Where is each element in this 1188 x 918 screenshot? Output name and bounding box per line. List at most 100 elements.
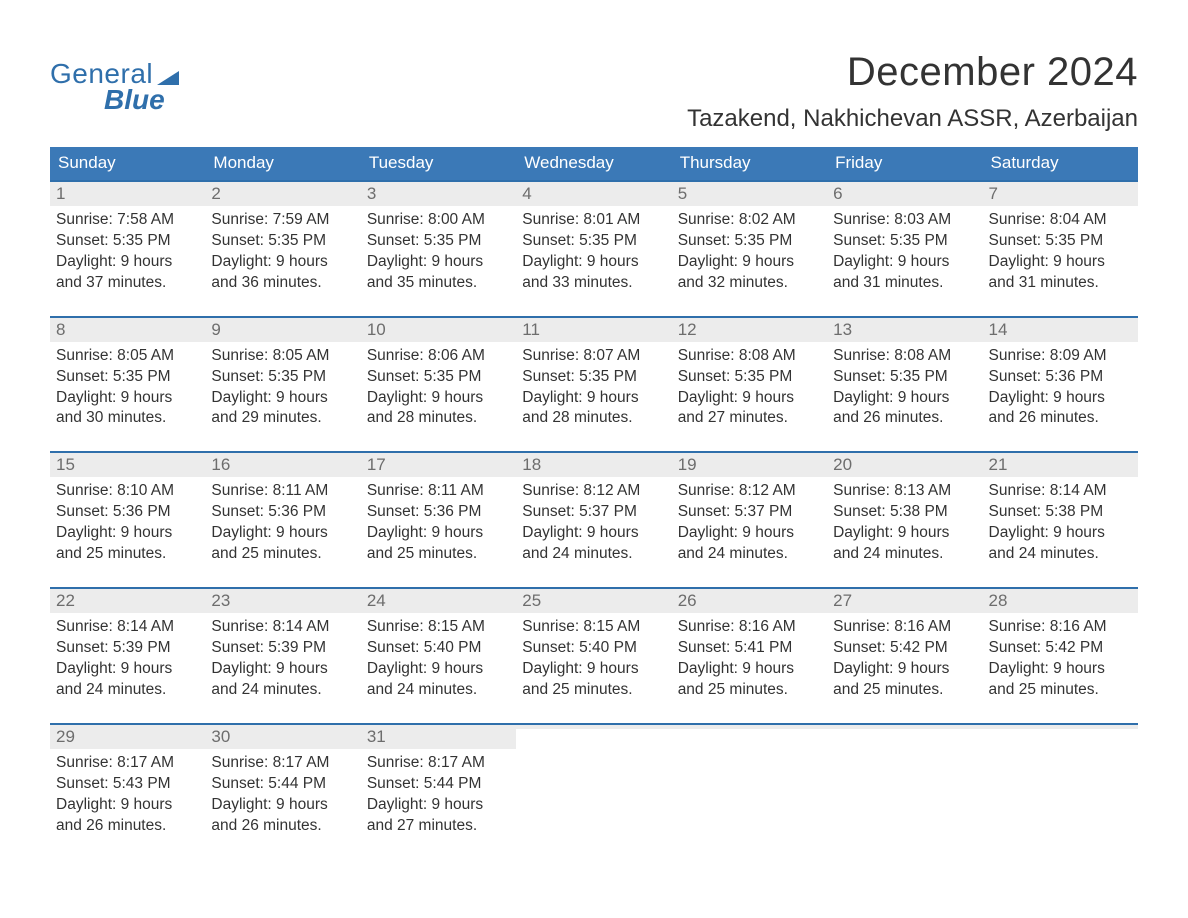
day-number-row: 6 [827,182,982,206]
day-sunrise: Sunrise: 8:00 AM [367,210,510,231]
day-day1: Daylight: 9 hours [367,659,510,680]
location: Tazakend, Nakhichevan ASSR, Azerbaijan [687,105,1138,133]
day-number: 24 [361,589,516,613]
day-body: Sunrise: 8:00 AMSunset: 5:35 PMDaylight:… [361,206,516,298]
day-day1: Daylight: 9 hours [522,252,665,273]
day-day1: Daylight: 9 hours [367,388,510,409]
day-number-row: 27 [827,589,982,613]
day-sunset: Sunset: 5:35 PM [522,231,665,252]
day-sunset: Sunset: 5:40 PM [522,638,665,659]
calendar: SundayMondayTuesdayWednesdayThursdayFrid… [50,147,1138,840]
day-day1: Daylight: 9 hours [367,795,510,816]
day-cell: 20Sunrise: 8:13 AMSunset: 5:38 PMDayligh… [827,453,982,569]
day-sunrise: Sunrise: 8:06 AM [367,346,510,367]
day-number: 13 [827,318,982,342]
day-cell: 13Sunrise: 8:08 AMSunset: 5:35 PMDayligh… [827,318,982,434]
day-day2: and 26 minutes. [211,816,354,837]
day-number-row: 2 [205,182,360,206]
header: General Blue December 2024 Tazakend, Nak… [50,50,1138,133]
day-sunrise: Sunrise: 7:58 AM [56,210,199,231]
day-day1: Daylight: 9 hours [678,659,821,680]
day-sunrise: Sunrise: 8:12 AM [678,481,821,502]
weekday-header: Saturday [983,147,1138,180]
day-sunset: Sunset: 5:38 PM [989,502,1132,523]
day-body: Sunrise: 8:02 AMSunset: 5:35 PMDaylight:… [672,206,827,298]
day-cell: 1Sunrise: 7:58 AMSunset: 5:35 PMDaylight… [50,182,205,298]
day-day2: and 24 minutes. [522,544,665,565]
day-number-row [516,725,671,729]
day-body: Sunrise: 8:17 AMSunset: 5:43 PMDaylight:… [50,749,205,841]
day-sunrise: Sunrise: 8:16 AM [678,617,821,638]
day-cell: 23Sunrise: 8:14 AMSunset: 5:39 PMDayligh… [205,589,360,705]
day-day2: and 31 minutes. [833,273,976,294]
day-number-row: 8 [50,318,205,342]
day-sunset: Sunset: 5:35 PM [367,231,510,252]
day-day2: and 25 minutes. [678,680,821,701]
day-sunset: Sunset: 5:35 PM [833,231,976,252]
day-number-row: 1 [50,182,205,206]
day-sunrise: Sunrise: 8:02 AM [678,210,821,231]
day-body: Sunrise: 8:11 AMSunset: 5:36 PMDaylight:… [361,477,516,569]
day-cell: 30Sunrise: 8:17 AMSunset: 5:44 PMDayligh… [205,725,360,841]
day-cell: 29Sunrise: 8:17 AMSunset: 5:43 PMDayligh… [50,725,205,841]
day-day2: and 25 minutes. [522,680,665,701]
day-number: 19 [672,453,827,477]
day-day1: Daylight: 9 hours [56,388,199,409]
day-sunset: Sunset: 5:44 PM [367,774,510,795]
day-cell: 2Sunrise: 7:59 AMSunset: 5:35 PMDaylight… [205,182,360,298]
day-number-row: 26 [672,589,827,613]
day-sunset: Sunset: 5:35 PM [833,367,976,388]
day-cell: 19Sunrise: 8:12 AMSunset: 5:37 PMDayligh… [672,453,827,569]
day-day1: Daylight: 9 hours [211,388,354,409]
day-number-row: 3 [361,182,516,206]
day-day1: Daylight: 9 hours [211,252,354,273]
day-sunrise: Sunrise: 8:12 AM [522,481,665,502]
day-day2: and 24 minutes. [367,680,510,701]
day-body: Sunrise: 8:16 AMSunset: 5:42 PMDaylight:… [983,613,1138,705]
week-row: 1Sunrise: 7:58 AMSunset: 5:35 PMDaylight… [50,180,1138,298]
day-sunset: Sunset: 5:35 PM [989,231,1132,252]
day-number-row: 20 [827,453,982,477]
title-block: December 2024 Tazakend, Nakhichevan ASSR… [687,50,1138,133]
week-row: 15Sunrise: 8:10 AMSunset: 5:36 PMDayligh… [50,451,1138,569]
day-number: 31 [361,725,516,749]
day-day2: and 24 minutes. [56,680,199,701]
day-day2: and 28 minutes. [367,408,510,429]
day-day2: and 24 minutes. [678,544,821,565]
day-day2: and 25 minutes. [211,544,354,565]
day-day2: and 24 minutes. [989,544,1132,565]
day-sunset: Sunset: 5:41 PM [678,638,821,659]
day-body: Sunrise: 8:17 AMSunset: 5:44 PMDaylight:… [361,749,516,841]
day-day2: and 32 minutes. [678,273,821,294]
day-number-row: 29 [50,725,205,749]
day-number-row [827,725,982,729]
day-cell [516,725,671,841]
day-day1: Daylight: 9 hours [833,523,976,544]
day-day1: Daylight: 9 hours [522,659,665,680]
day-body: Sunrise: 8:07 AMSunset: 5:35 PMDaylight:… [516,342,671,434]
day-day1: Daylight: 9 hours [522,388,665,409]
day-day1: Daylight: 9 hours [367,252,510,273]
day-cell: 3Sunrise: 8:00 AMSunset: 5:35 PMDaylight… [361,182,516,298]
day-number-row: 30 [205,725,360,749]
day-number: 20 [827,453,982,477]
day-number-row: 23 [205,589,360,613]
day-cell: 17Sunrise: 8:11 AMSunset: 5:36 PMDayligh… [361,453,516,569]
day-sunrise: Sunrise: 8:11 AM [211,481,354,502]
day-day2: and 28 minutes. [522,408,665,429]
day-body: Sunrise: 8:03 AMSunset: 5:35 PMDaylight:… [827,206,982,298]
day-number-row: 18 [516,453,671,477]
day-sunrise: Sunrise: 8:14 AM [56,617,199,638]
day-cell: 14Sunrise: 8:09 AMSunset: 5:36 PMDayligh… [983,318,1138,434]
day-day2: and 30 minutes. [56,408,199,429]
day-cell: 25Sunrise: 8:15 AMSunset: 5:40 PMDayligh… [516,589,671,705]
day-day2: and 29 minutes. [211,408,354,429]
day-sunrise: Sunrise: 8:14 AM [211,617,354,638]
day-number-row: 14 [983,318,1138,342]
week-row: 8Sunrise: 8:05 AMSunset: 5:35 PMDaylight… [50,316,1138,434]
day-day1: Daylight: 9 hours [833,659,976,680]
day-number: 17 [361,453,516,477]
day-sunrise: Sunrise: 8:08 AM [833,346,976,367]
day-body: Sunrise: 8:04 AMSunset: 5:35 PMDaylight:… [983,206,1138,298]
day-number-row: 11 [516,318,671,342]
